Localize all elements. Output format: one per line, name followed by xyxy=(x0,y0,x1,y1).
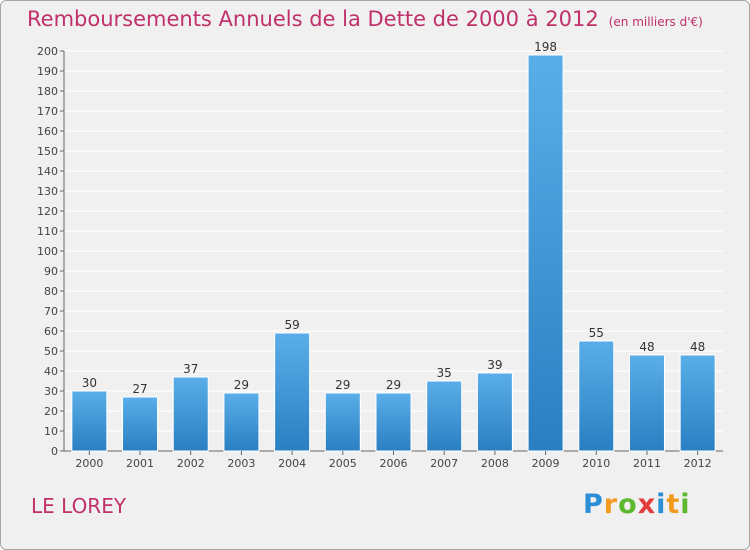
data-label: 27 xyxy=(132,382,147,396)
data-label: 29 xyxy=(386,378,401,392)
x-tick-label: 2005 xyxy=(329,457,357,470)
y-tick-label: 20 xyxy=(44,405,58,418)
data-label: 37 xyxy=(183,362,198,376)
bar xyxy=(172,376,209,452)
x-tick-label: 2011 xyxy=(633,457,661,470)
y-tick-label: 50 xyxy=(44,345,58,358)
bar xyxy=(122,396,159,452)
data-label: 29 xyxy=(335,378,350,392)
y-tick-label: 200 xyxy=(37,45,58,58)
y-tick-label: 190 xyxy=(37,65,58,78)
bar xyxy=(274,332,311,452)
x-tick-label: 2002 xyxy=(177,457,205,470)
y-tick-label: 150 xyxy=(37,145,58,158)
y-tick-label: 180 xyxy=(37,85,58,98)
y-tick-label: 100 xyxy=(37,245,58,258)
bar xyxy=(71,390,108,452)
data-label: 39 xyxy=(487,358,502,372)
logo-letter: i xyxy=(680,489,691,520)
x-tick-label: 2012 xyxy=(684,457,712,470)
bars xyxy=(71,54,716,452)
y-tick-label: 10 xyxy=(44,425,58,438)
y-tick-label: 70 xyxy=(44,305,58,318)
bar xyxy=(476,372,513,452)
data-label: 29 xyxy=(234,378,249,392)
bar xyxy=(628,354,665,452)
x-tick-label: 2008 xyxy=(481,457,509,470)
bar xyxy=(223,392,260,452)
y-tick-label: 60 xyxy=(44,325,58,338)
x-tick-label: 2009 xyxy=(532,457,560,470)
y-axis-ticks: 0 10 20 30 40 50 60 70 80 90 100 110 120 130 140 150 160… xyxy=(37,45,64,458)
x-tick-label: 2010 xyxy=(582,457,610,470)
x-tick-label: 2001 xyxy=(126,457,154,470)
logo-letter: o xyxy=(618,489,638,520)
bar xyxy=(375,392,412,452)
y-tick-label: 170 xyxy=(37,105,58,118)
x-tick-label: 2007 xyxy=(430,457,458,470)
chart-title: Remboursements Annuels de la Dette de 20… xyxy=(27,7,703,31)
y-tick-label: 130 xyxy=(37,185,58,198)
city-name: LE LOREY xyxy=(31,494,127,518)
logo-letter: t xyxy=(666,489,681,520)
proxiti-logo: Proxiti xyxy=(583,489,691,520)
data-label: 48 xyxy=(690,340,705,354)
x-tick-label: 2000 xyxy=(75,457,103,470)
y-tick-label: 110 xyxy=(37,225,58,238)
data-label: 48 xyxy=(639,340,654,354)
logo-letter: P xyxy=(583,489,604,520)
data-label: 55 xyxy=(589,326,604,340)
bar xyxy=(578,340,615,452)
x-tick-label: 2004 xyxy=(278,457,306,470)
y-tick-label: 90 xyxy=(44,265,58,278)
logo-letter: x xyxy=(637,489,657,520)
y-tick-label: 80 xyxy=(44,285,58,298)
y-tick-label: 160 xyxy=(37,125,58,138)
y-tick-label: 0 xyxy=(51,445,58,458)
bar xyxy=(426,380,463,452)
chart-subtitle: (en milliers d'€) xyxy=(608,15,703,29)
data-label: 59 xyxy=(284,318,299,332)
data-label: 35 xyxy=(437,366,452,380)
bar xyxy=(324,392,361,452)
y-tick-label: 140 xyxy=(37,165,58,178)
y-tick-label: 120 xyxy=(37,205,58,218)
y-tick-label: 40 xyxy=(44,365,58,378)
bar xyxy=(527,54,564,452)
x-axis-ticks: 2000 2001 2002 2003 2004 2005 2006 2007 2008 2009… xyxy=(75,451,712,470)
data-label: 198 xyxy=(534,40,557,54)
bar xyxy=(679,354,716,452)
chart-title-text: Remboursements Annuels de la Dette de 20… xyxy=(27,7,599,31)
data-labels: 30 27 37 29 59 29 29 35 39 198 55 48 48 xyxy=(82,40,706,396)
logo-letter: r xyxy=(603,489,619,520)
data-label: 30 xyxy=(82,376,97,390)
x-tick-label: 2003 xyxy=(227,457,255,470)
logo-letter: i xyxy=(656,489,667,520)
y-tick-label: 30 xyxy=(44,385,58,398)
x-tick-label: 2006 xyxy=(380,457,408,470)
